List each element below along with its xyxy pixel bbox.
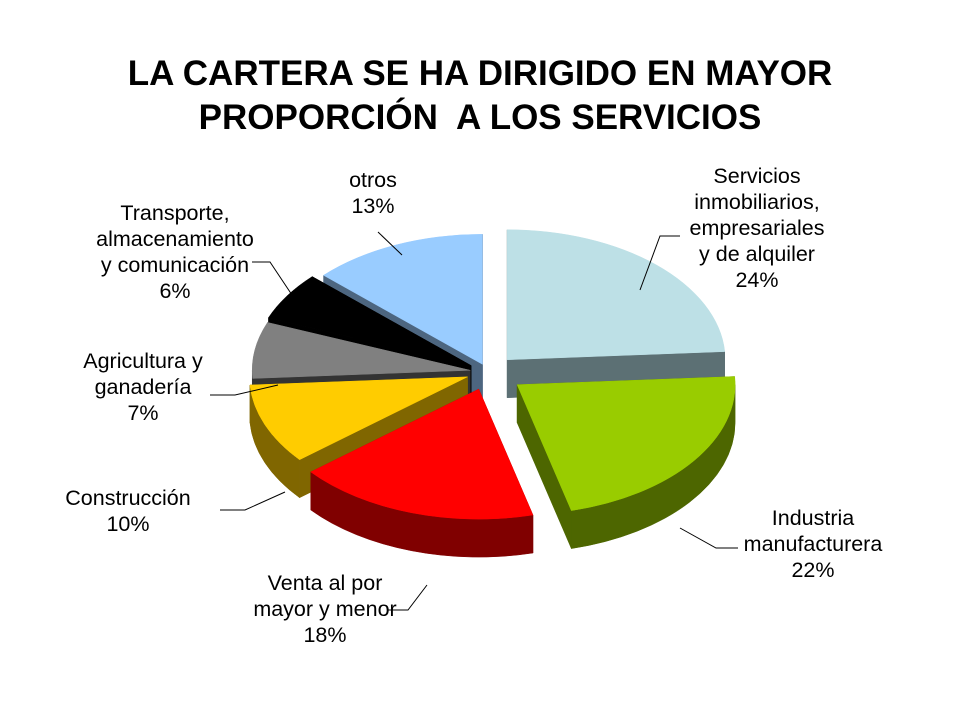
slice-label: otros 13% — [349, 168, 397, 218]
slice-value-label: 18% — [303, 623, 346, 647]
pie-tops — [249, 229, 736, 520]
slice-label: Industria manufacturera 22% — [744, 506, 883, 582]
slice-value-label: 13% — [351, 194, 394, 218]
leader-line — [252, 261, 307, 317]
slice-name-line: ganadería — [95, 375, 192, 399]
slice-name-line: Servicios — [713, 164, 800, 188]
slice-label: Venta al por mayor y menor 18% — [253, 571, 396, 647]
leader-line — [388, 584, 428, 611]
pie-slice-5 — [251, 322, 471, 379]
slice-name-line: manufacturera — [744, 532, 883, 556]
slice-name-line: Construcción — [65, 486, 190, 510]
slice-value-label: 6% — [159, 279, 190, 303]
slice-name-line: inmobiliarios, — [694, 190, 819, 214]
slice-name-line: mayor y menor — [253, 597, 396, 621]
slice-name-line: almacenamiento — [96, 227, 254, 251]
slice-label: Servicios inmobiliarios, empresariales y de… — [689, 164, 824, 292]
leader-line — [639, 235, 680, 291]
slice-value-label: 24% — [735, 268, 778, 292]
slice-label: Transporte, almacenamiento y comunicación 6… — [96, 201, 254, 303]
slice-value-label: 10% — [106, 512, 149, 536]
leader-line — [210, 384, 279, 396]
pie-slice-3 — [310, 388, 534, 520]
pie-slice-7 — [323, 234, 483, 365]
slice-name-line: empresariales — [689, 216, 824, 240]
slice-label: Agricultura y ganadería 7% — [83, 349, 203, 425]
slice-name-line: Venta al por — [268, 571, 383, 595]
pie-slice-4 — [249, 376, 468, 461]
pie-slice-6 — [268, 276, 472, 366]
pie-slice-2 — [516, 376, 736, 511]
leader-line — [377, 231, 403, 256]
pie-labels: Servicios inmobiliarios, empresariales y de… — [65, 164, 882, 647]
title-line-1: LA CARTERA SE HA DIRIGIDO EN MAYOR — [127, 54, 833, 93]
slice-name-line: y de alquiler — [699, 242, 815, 266]
chart-title: LA CARTERA SE HA DIRIGIDO EN MAYOR PROPO… — [0, 52, 960, 140]
slice-name-line: otros — [349, 168, 397, 192]
leader-line — [220, 491, 286, 511]
title-line-2: PROPORCIÓN A LOS SERVICIOS — [198, 98, 762, 137]
slice-value-label: 22% — [791, 558, 834, 582]
slice-value-label: 7% — [127, 401, 158, 425]
slice-name-line: Industria — [772, 506, 855, 530]
pie-slice-1 — [506, 229, 726, 361]
slice-label: Construcción 10% — [65, 486, 190, 536]
slice-name-line: Agricultura y — [83, 349, 203, 373]
slice-name-line: Transporte, — [120, 201, 229, 225]
slice-name-line: y comunicación — [101, 253, 249, 277]
leader-line — [679, 527, 738, 549]
